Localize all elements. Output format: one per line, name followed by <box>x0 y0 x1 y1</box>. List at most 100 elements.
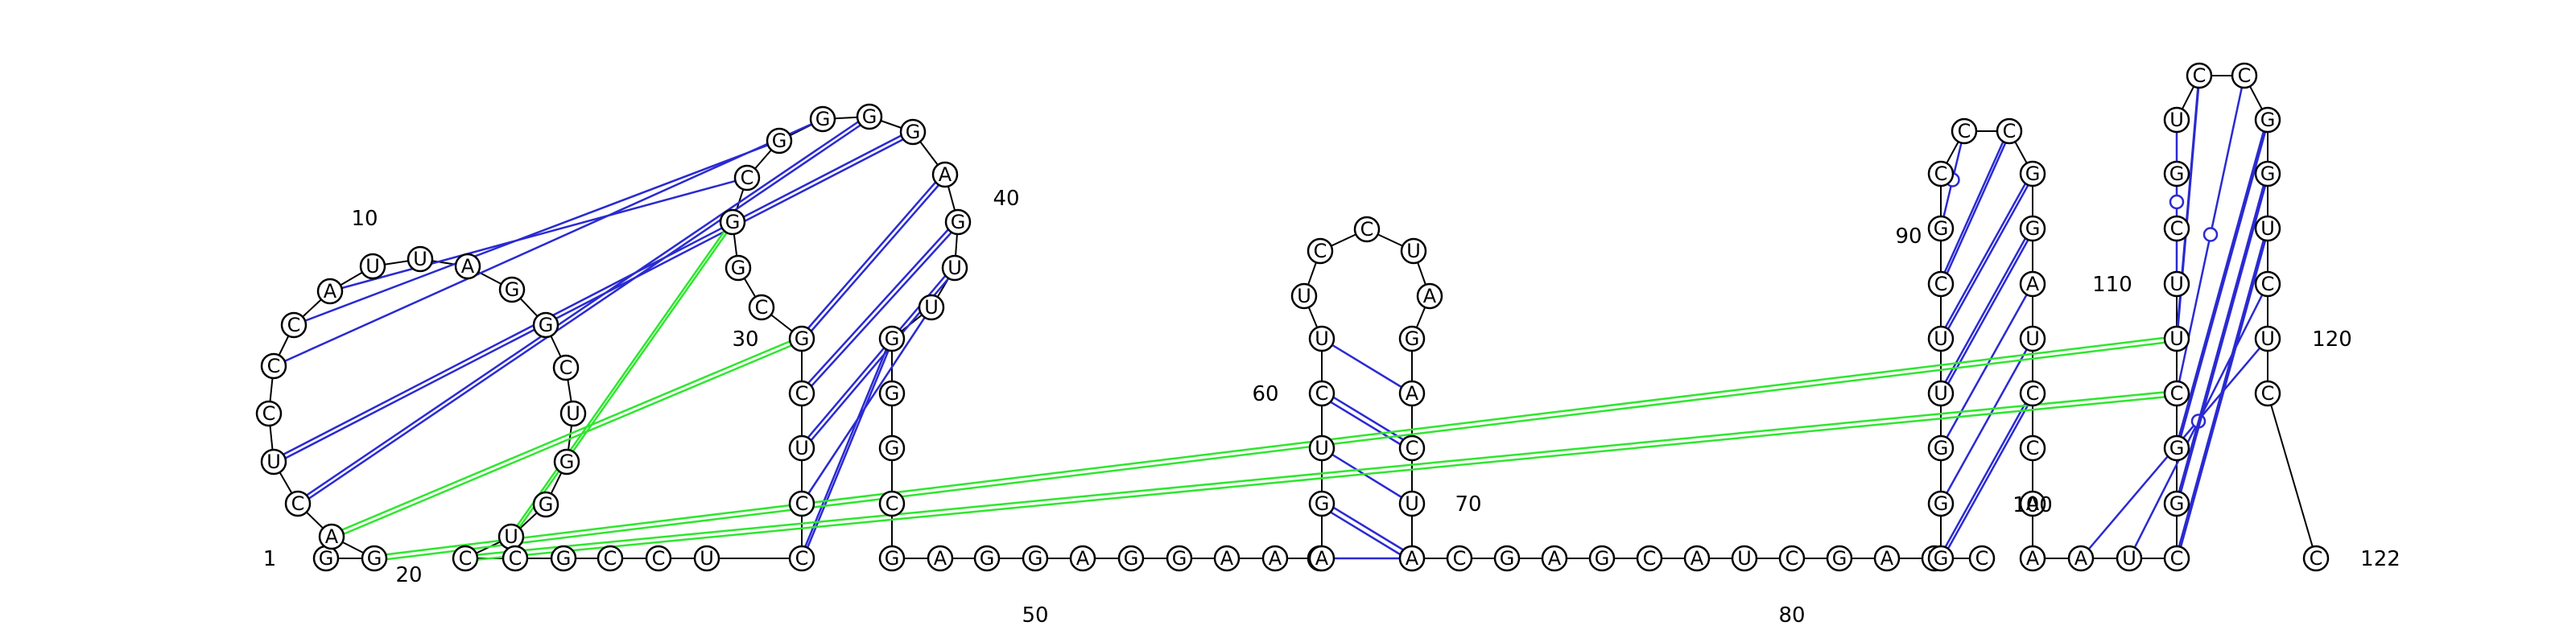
nucleotide-circle <box>502 545 529 572</box>
position-number: 90 <box>1895 224 1922 249</box>
nucleotide: C <box>1927 270 1955 298</box>
nucleotide-circle <box>941 254 968 282</box>
nucleotide: U <box>260 448 287 476</box>
nucleotide-letter: A <box>1269 547 1282 570</box>
base-pair-line <box>800 335 894 556</box>
nucleotide: C <box>502 545 529 572</box>
position-number: 80 <box>1778 603 1805 628</box>
position-label: 110 <box>2092 273 2132 297</box>
nucleotide-circle <box>1636 545 1663 572</box>
nucleotide-letter: U <box>1406 240 1421 262</box>
nucleotide-circle <box>1307 237 1334 265</box>
nucleotide-letter: G <box>1595 547 1610 570</box>
nucleotide-circle <box>1398 545 1426 572</box>
nucleotide: A <box>318 523 345 550</box>
nucleotide-circle <box>788 380 815 407</box>
nucleotide: U <box>788 434 815 462</box>
nucleotide-letter: G <box>980 547 995 570</box>
position-label: 122 <box>2360 547 2401 571</box>
nucleotide-circle <box>1398 490 1426 517</box>
nucleotide-letter: G <box>367 547 382 570</box>
nucleotide-letter: C <box>2170 217 2184 240</box>
nucleotide-letter: C <box>2026 382 2040 405</box>
nucleotide: C <box>748 294 775 321</box>
nucleotide-circle <box>1927 490 1955 517</box>
position-label: 90 <box>1895 224 1922 249</box>
nucleotide-circle <box>1493 545 1521 572</box>
base-pair-line <box>1321 505 1413 563</box>
base-pair-line <box>800 307 933 504</box>
nucleotide: A <box>2019 270 2046 298</box>
nucleotide-circle <box>597 545 624 572</box>
base-pair-lines <box>800 72 2269 563</box>
nucleotide: C <box>2231 62 2258 89</box>
nucleotide-letter: C <box>2310 547 2323 570</box>
nucleotide: G <box>724 254 752 282</box>
nucleotide: G <box>899 118 927 146</box>
nucleotide-letter: C <box>755 296 769 319</box>
pseudoknot-line <box>464 394 2178 562</box>
position-label: 80 <box>1778 603 1805 628</box>
position-number: 120 <box>2312 327 2352 352</box>
nucleotide-letter: U <box>1315 437 1329 459</box>
nucleotide: C <box>284 490 312 517</box>
nucleotide-letter: C <box>1958 120 1971 142</box>
base-pair-line <box>800 341 894 562</box>
nucleotide-circle <box>1927 215 1955 242</box>
nucleotide-circle <box>407 245 434 273</box>
nucleotide: U <box>2019 325 2046 352</box>
nucleotide: C <box>280 311 308 339</box>
nucleotide-circle <box>316 278 344 305</box>
nucleotide-letter: U <box>700 547 714 570</box>
nucleotide: G <box>878 325 906 352</box>
nucleotide: A <box>1308 545 1335 572</box>
nucleotide-circle <box>1353 216 1381 243</box>
nucleotide: G <box>532 491 559 518</box>
long-range-pair-line <box>273 117 824 368</box>
nucleotide-letter: C <box>1314 240 1327 262</box>
nucleotide-circle <box>788 434 815 462</box>
nucleotide: U <box>2163 270 2190 298</box>
nucleotide: G <box>719 208 746 236</box>
nucleotide: C <box>452 545 479 572</box>
nucleotide: C <box>788 380 815 407</box>
nucleotide-letter: U <box>2260 217 2275 240</box>
nucleotide: U <box>1290 282 1318 310</box>
nucleotide-circle <box>1446 545 1473 572</box>
nucleotide-letter: A <box>1406 382 1419 405</box>
nucleotide-letter: G <box>2169 437 2185 459</box>
position-label: 1 <box>263 547 277 571</box>
nucleotide-letter: G <box>1832 547 1847 570</box>
position-number: 70 <box>1455 492 1481 517</box>
long-range-pair-line <box>297 113 870 503</box>
nucleotide: G <box>2163 434 2190 462</box>
base-pair-line <box>1321 499 1413 557</box>
base-pair-line <box>2175 224 2269 556</box>
nucleotide: G <box>2163 160 2190 187</box>
nucleotide: G <box>498 276 526 303</box>
position-number: 40 <box>993 187 1019 211</box>
nucleotide: G <box>532 311 559 339</box>
base-pair-line <box>1939 231 2034 397</box>
nucleotide-circle <box>1416 282 1443 310</box>
nucleotide-letter: C <box>459 547 473 570</box>
nucleotide: C <box>2019 434 2046 462</box>
nucleotide: G <box>788 325 815 352</box>
nucleotide: G <box>2163 490 2190 517</box>
nucleotide-letter: G <box>556 547 572 570</box>
nucleotide: A <box>1213 545 1241 572</box>
nucleotide-circle <box>2231 62 2258 89</box>
nucleotide-letter: G <box>1405 327 1420 350</box>
nucleotide-circle <box>498 276 526 303</box>
nucleotide-letter: G <box>731 257 746 279</box>
nucleotide-circle <box>2163 160 2190 187</box>
long-range-pair-line <box>329 176 748 293</box>
nucleotide-letter: G <box>2260 163 2276 185</box>
nucleotide-circle <box>532 491 559 518</box>
nucleotide: A <box>1683 545 1711 572</box>
base-pair-line <box>1939 283 2034 449</box>
nucleotide-circle <box>878 545 906 572</box>
base-pair-line <box>2175 78 2201 343</box>
base-pair-line <box>801 218 959 391</box>
nucleotide: G <box>553 448 580 476</box>
